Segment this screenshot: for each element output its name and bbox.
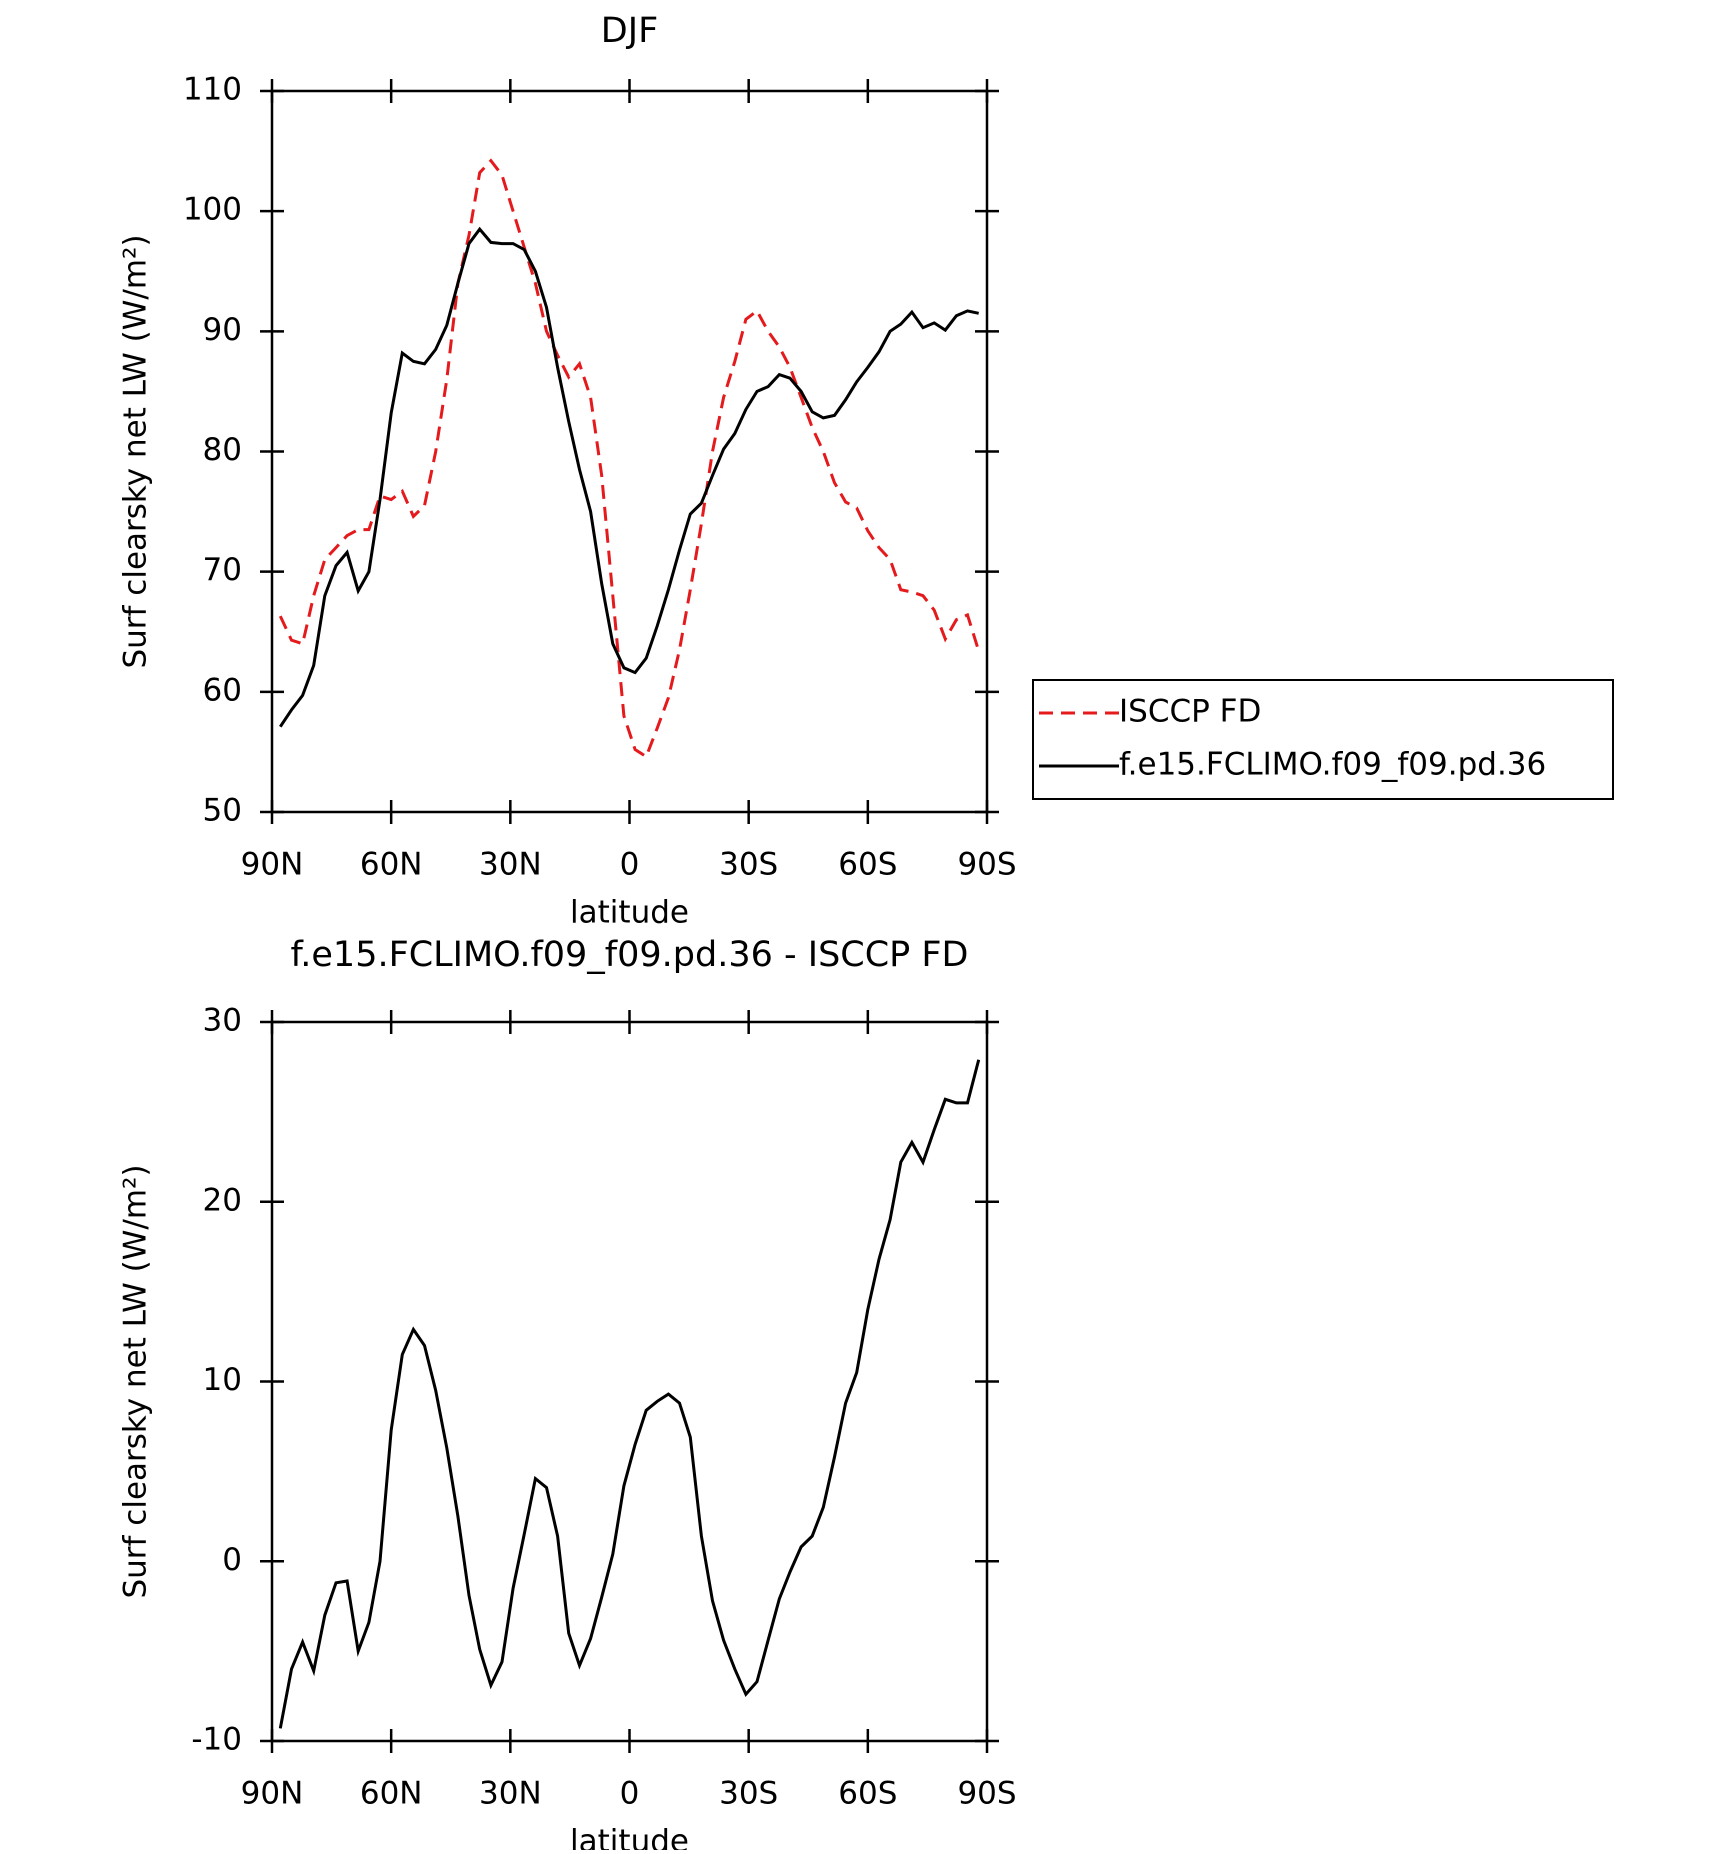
- y-tick-label: 70: [203, 552, 242, 588]
- x-tick-label: 30N: [479, 1776, 542, 1812]
- y-tick-label: 0: [222, 1542, 242, 1578]
- y-tick-label: 80: [203, 432, 242, 468]
- y-tick-label: 50: [203, 793, 242, 829]
- x-tick-label: 90N: [241, 1776, 304, 1812]
- series-line: [278, 158, 981, 759]
- x-tick-label: 0: [620, 847, 640, 883]
- y-axis-label: Surf clearsky net LW (W/m²): [118, 234, 154, 668]
- y-tick-label: -10: [191, 1722, 242, 1758]
- series-line: [279, 226, 980, 728]
- legend-label: f.e15.FCLIMO.f09_f09.pd.36: [1119, 747, 1546, 783]
- x-tick-label: 60N: [360, 847, 423, 883]
- x-tick-label: 60N: [360, 1776, 423, 1812]
- chart-title: DJF: [601, 11, 658, 51]
- x-tick-label: 90S: [957, 847, 1016, 883]
- x-axis-label: latitude: [570, 895, 689, 931]
- x-tick-label: 30N: [479, 847, 542, 883]
- legend-box: [1032, 679, 1614, 800]
- y-axis-label: Surf clearsky net LW (W/m²): [118, 1164, 154, 1598]
- y-tick-label: 90: [203, 312, 242, 348]
- plot-frame: [270, 89, 989, 814]
- x-tick-label: 60S: [838, 1776, 897, 1812]
- y-tick-label: 20: [203, 1182, 242, 1218]
- x-tick-label: 30S: [719, 847, 778, 883]
- plot-frame: [270, 1020, 989, 1743]
- x-tick-label: 30S: [719, 1776, 778, 1812]
- y-tick-label: 30: [203, 1003, 242, 1039]
- chart-title: f.e15.FCLIMO.f09_f09.pd.36 - ISCCP FD: [291, 935, 969, 975]
- x-tick-label: 90S: [957, 1776, 1016, 1812]
- x-axis-label: latitude: [570, 1824, 689, 1851]
- y-tick-label: 10: [203, 1362, 242, 1398]
- x-tick-label: 60S: [838, 847, 897, 883]
- y-tick-label: 110: [183, 72, 242, 108]
- legend-label: ISCCP FD: [1119, 694, 1261, 730]
- y-tick-label: 60: [203, 672, 242, 708]
- x-tick-label: 0: [620, 1776, 640, 1812]
- x-tick-label: 90N: [241, 847, 304, 883]
- y-tick-label: 100: [183, 192, 242, 228]
- series-line: [278, 1059, 981, 1729]
